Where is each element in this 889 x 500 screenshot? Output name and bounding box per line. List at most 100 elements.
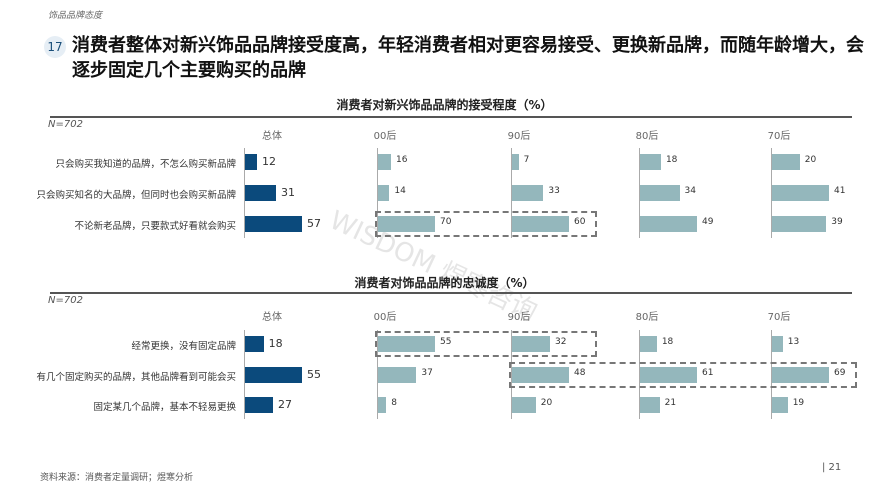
column-header: 80后 xyxy=(635,131,659,142)
bar xyxy=(772,336,783,352)
data-label: 34 xyxy=(684,186,696,196)
highlight-box xyxy=(509,362,857,388)
bar xyxy=(378,154,392,170)
axis-line xyxy=(639,148,640,238)
bar xyxy=(378,367,417,383)
data-label: 61 xyxy=(702,368,714,378)
bar xyxy=(772,216,827,232)
axis-line xyxy=(511,148,512,238)
row-label: 只会购买知名的大品牌，但同时也会购买新品牌 xyxy=(36,190,236,201)
data-label: 69 xyxy=(834,368,846,378)
column-header: 90后 xyxy=(507,312,531,323)
bar xyxy=(640,367,697,383)
data-label: 48 xyxy=(574,368,586,378)
bar xyxy=(378,336,435,352)
axis-line xyxy=(244,330,245,419)
data-label: 32 xyxy=(555,337,567,347)
bar xyxy=(245,397,273,413)
bar xyxy=(512,216,569,232)
column-header: 00后 xyxy=(373,131,397,142)
axis-line xyxy=(511,330,512,419)
data-label: 8 xyxy=(391,398,398,408)
sample-size: N=702 xyxy=(48,119,83,130)
data-label: 16 xyxy=(396,155,408,165)
data-label: 13 xyxy=(787,337,800,347)
axis-line xyxy=(639,330,640,419)
title-rule xyxy=(50,292,852,294)
chart-title: 消费者对新兴饰品品牌的接受程度（%） xyxy=(336,98,553,112)
bar xyxy=(245,336,264,352)
column-header: 80后 xyxy=(635,312,659,323)
data-label: 20 xyxy=(804,155,817,165)
row-label: 固定某几个品牌，基本不轻易更换 xyxy=(93,402,236,413)
source-note: 资料来源：消费者定量调研；煜寒分析 xyxy=(40,473,194,483)
sample-size: N=702 xyxy=(48,295,83,306)
data-label: 60 xyxy=(574,217,586,227)
page-number: | 21 xyxy=(822,462,842,473)
bar xyxy=(378,397,387,413)
bar xyxy=(245,367,302,383)
column-header: 70后 xyxy=(767,131,791,142)
bar xyxy=(772,185,829,201)
row-label: 只会购买我知道的品牌，不怎么购买新品牌 xyxy=(55,159,236,170)
axis-line xyxy=(244,148,245,238)
bar xyxy=(512,336,550,352)
bar xyxy=(772,367,829,383)
title-rule xyxy=(50,116,852,118)
bar xyxy=(640,185,680,201)
data-label: 33 xyxy=(548,186,560,196)
axis-line xyxy=(377,330,378,419)
bar xyxy=(512,154,519,170)
bar xyxy=(640,216,697,232)
axis-line xyxy=(771,330,772,419)
axis-line xyxy=(771,148,772,238)
bar xyxy=(245,154,257,170)
data-label: 55 xyxy=(307,368,321,381)
data-label: 14 xyxy=(394,186,406,196)
bar xyxy=(512,185,544,201)
bar xyxy=(640,336,657,352)
bar xyxy=(772,397,788,413)
axis-line xyxy=(377,148,378,238)
bar xyxy=(512,367,569,383)
data-label: 18 xyxy=(665,155,678,165)
data-label: 41 xyxy=(834,186,846,196)
row-label: 有几个固定购买的品牌，其他品牌看到可能会买 xyxy=(36,372,236,383)
data-label: 18 xyxy=(661,337,674,347)
data-label: 21 xyxy=(664,398,677,408)
bar xyxy=(512,397,536,413)
highlight-box xyxy=(375,211,597,237)
chart-title: 消费者对饰品品牌的忠诚度（%） xyxy=(354,276,535,290)
column-header: 90后 xyxy=(507,131,531,142)
data-label: 55 xyxy=(440,337,452,347)
data-label: 37 xyxy=(421,368,433,378)
slide-number-badge: 17 xyxy=(44,36,66,58)
column-header: 总体 xyxy=(262,312,282,323)
page-title: 消费者整体对新兴饰品品牌接受度高，年轻消费者相对更容易接受、更换新品牌，而随年龄… xyxy=(72,35,864,81)
data-label: 70 xyxy=(440,217,452,227)
bar xyxy=(772,154,800,170)
bar xyxy=(245,185,276,201)
column-header: 总体 xyxy=(262,131,282,142)
bar xyxy=(378,216,435,232)
data-label: 31 xyxy=(281,186,295,199)
bar xyxy=(245,216,302,232)
data-label: 12 xyxy=(262,155,276,168)
highlight-box xyxy=(375,331,597,357)
data-label: 19 xyxy=(792,398,805,408)
data-label: 7 xyxy=(523,155,530,165)
row-label: 经常更换，没有固定品牌 xyxy=(131,341,236,352)
data-label: 20 xyxy=(540,398,553,408)
data-label: 18 xyxy=(268,337,283,350)
column-header: 70后 xyxy=(767,312,791,323)
bar xyxy=(640,397,660,413)
bar xyxy=(640,154,661,170)
column-header: 00后 xyxy=(373,312,397,323)
bar xyxy=(378,185,390,201)
section-label: 饰品品牌态度 xyxy=(48,11,103,21)
data-label: 39 xyxy=(831,217,843,227)
row-label: 不论新老品牌，只要款式好看就会购买 xyxy=(74,221,236,232)
data-label: 57 xyxy=(307,217,321,230)
data-label: 49 xyxy=(702,217,714,227)
data-label: 27 xyxy=(277,398,292,411)
